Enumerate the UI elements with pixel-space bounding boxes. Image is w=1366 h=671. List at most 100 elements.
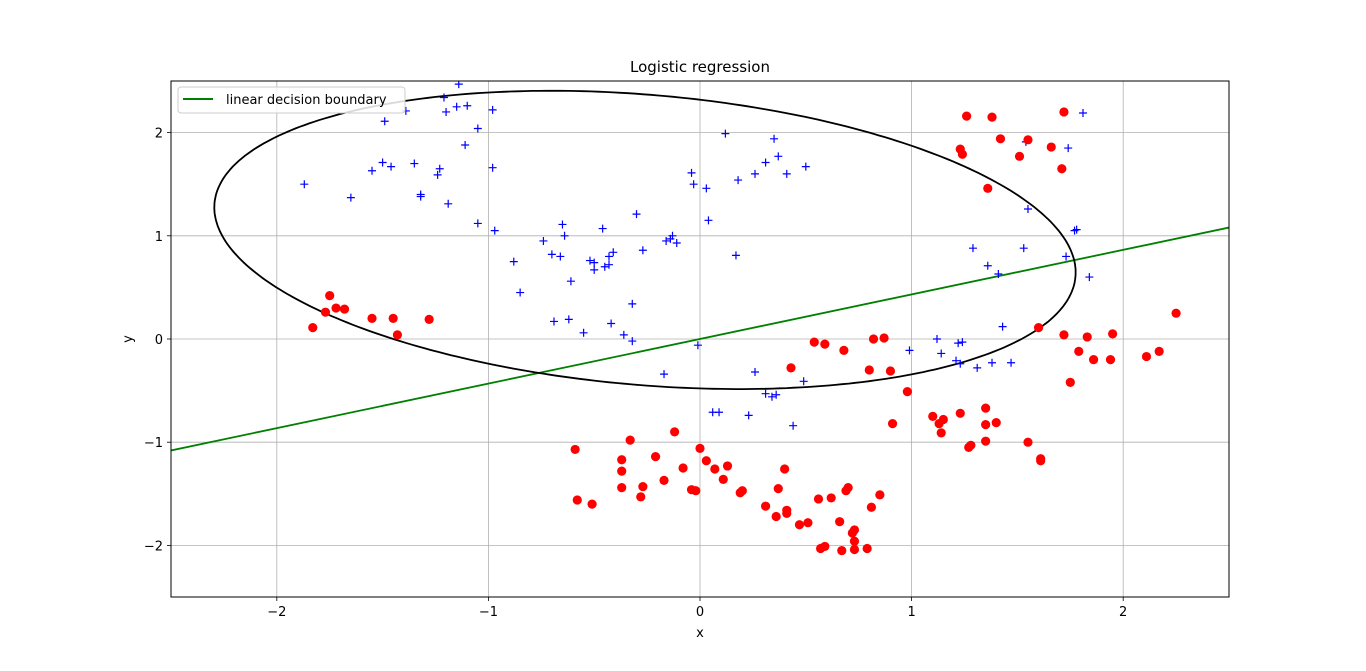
plus-point	[509, 257, 518, 266]
dot-point	[837, 545, 847, 556]
plus-point	[958, 338, 967, 347]
dot-point	[1023, 437, 1033, 447]
dot-point	[659, 475, 669, 485]
nonlinear-boundary-layer	[213, 89, 1077, 391]
y-axis-label: y	[121, 335, 136, 343]
plus-point	[751, 368, 760, 377]
plus-point	[998, 322, 1007, 331]
grid	[171, 81, 1229, 597]
plus-point	[452, 102, 461, 111]
dot-point	[737, 486, 747, 496]
plus-point	[751, 169, 760, 178]
plus-point	[687, 168, 696, 177]
dot-point	[331, 303, 341, 313]
plus-point	[461, 140, 470, 149]
plus-point	[628, 299, 637, 308]
dot-point	[849, 525, 860, 535]
axis-ticks: −2 −1 0 1 2 −2 −1 0 1 2	[144, 127, 1128, 620]
plus-point	[767, 392, 776, 401]
dot-point	[981, 436, 991, 446]
dot-point	[424, 314, 434, 324]
dot-point	[638, 481, 648, 492]
dot-point	[392, 330, 403, 340]
plus-point	[387, 162, 396, 171]
y-tick-label: −1	[144, 436, 163, 451]
y-tick-label: −2	[144, 539, 163, 554]
dot-point	[722, 461, 733, 471]
dot-point	[718, 474, 728, 484]
dot-point	[955, 408, 965, 418]
y-tick-label: 0	[155, 333, 163, 348]
plus-point	[770, 134, 779, 143]
dot-point	[1082, 332, 1092, 342]
plus-point	[560, 231, 569, 240]
dot-point	[367, 313, 377, 323]
dot-point	[1059, 107, 1069, 117]
plus-point	[590, 265, 599, 274]
dot-point	[826, 493, 836, 503]
dot-point	[843, 483, 853, 493]
plus-point	[490, 226, 499, 235]
plus-point	[539, 236, 548, 245]
x-axis-label: x	[696, 626, 704, 641]
plus-point	[721, 129, 730, 138]
dot-point	[695, 443, 705, 453]
dot-point	[617, 483, 627, 493]
dot-point	[636, 492, 646, 502]
dot-point	[782, 505, 792, 515]
plus-point	[628, 337, 637, 346]
plus-point	[473, 124, 482, 133]
dot-point	[862, 543, 872, 554]
x-tick-label: 2	[1119, 605, 1127, 620]
plus-point	[689, 180, 698, 189]
dot-point	[936, 428, 946, 438]
dot-point	[1036, 456, 1046, 466]
plus-point	[734, 176, 743, 185]
plus-point	[605, 260, 614, 269]
dot-point	[587, 499, 597, 509]
plus-point	[968, 244, 977, 253]
dot-point	[803, 518, 813, 528]
plus-point	[660, 370, 669, 379]
dot-point	[902, 387, 912, 397]
dot-point	[868, 334, 879, 344]
dot-point	[1065, 377, 1075, 387]
legend-label-linear: linear decision boundary	[226, 93, 387, 108]
plus-point	[607, 319, 616, 328]
dot-point	[987, 112, 997, 122]
plus-point	[973, 363, 982, 372]
dot-point	[1154, 346, 1164, 356]
plus-point	[380, 117, 389, 126]
plus-point	[368, 166, 377, 175]
dot-point	[835, 517, 845, 527]
plus-point	[609, 248, 618, 257]
plus-point	[300, 180, 309, 189]
plus-point	[956, 359, 965, 368]
dot-point	[1074, 346, 1084, 356]
plus-point	[668, 231, 677, 240]
dot-point	[780, 464, 790, 474]
plus-point	[378, 158, 387, 167]
dot-point	[678, 463, 688, 473]
dot-point	[670, 427, 680, 437]
plus-point	[1007, 358, 1016, 367]
dot-point	[1141, 351, 1152, 362]
plus-point	[937, 349, 946, 358]
plus-point	[416, 190, 425, 199]
dot-point	[820, 541, 830, 552]
dot-point	[1014, 151, 1025, 161]
dot-point	[572, 495, 582, 505]
dot-point	[839, 345, 849, 355]
dot-point	[966, 440, 976, 450]
plus-point	[638, 246, 647, 255]
plus-point	[585, 256, 594, 265]
dot-point	[570, 444, 580, 455]
plus-point	[801, 162, 810, 171]
dot-point	[1171, 308, 1181, 318]
plus-point	[564, 315, 573, 324]
dot-point	[864, 365, 874, 375]
plus-point	[463, 101, 472, 110]
plus-point	[704, 216, 713, 225]
dot-point	[1088, 355, 1099, 365]
plus-point	[1064, 144, 1073, 153]
